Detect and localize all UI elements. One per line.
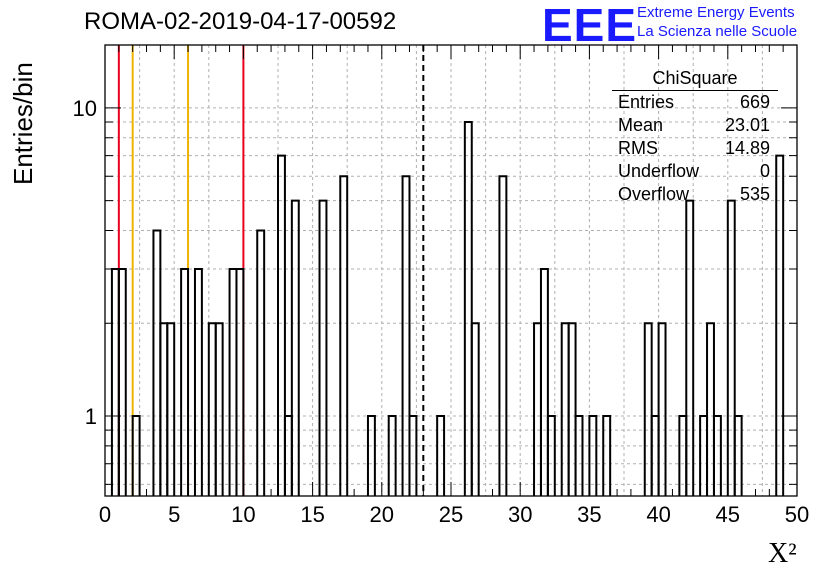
histogram-bin (726, 199, 736, 496)
histogram-bin (546, 415, 556, 496)
stats-row-mean: Mean 23.01 (612, 114, 778, 137)
histogram-bin (560, 322, 570, 496)
logo-line-2: La Scienza nelle Scuole (637, 23, 798, 40)
histogram-bin (228, 267, 238, 496)
histogram-bin (588, 415, 598, 496)
stats-value: 0 (759, 161, 770, 181)
stats-value: 535 (739, 184, 770, 204)
stats-box: ChiSquare Entries 669 Mean 23.01 RMS 14.89 Und… (612, 68, 778, 206)
stats-row-overflow: Overflow 535 (612, 183, 778, 206)
x-tick-label: 10 (231, 502, 255, 527)
histogram-bin (159, 322, 169, 496)
histogram-bin (110, 267, 120, 496)
logo-line-1: Extreme Energy Events (637, 4, 795, 21)
histogram-bin (290, 199, 300, 496)
stats-title: ChiSquare (612, 68, 778, 91)
histogram-bin (387, 415, 397, 496)
stats-label: Mean (618, 115, 664, 135)
stats-rows: Entries 669 Mean 23.01 RMS 14.89 Underflow 0 Ove… (612, 91, 778, 206)
stats-value: 23.01 (724, 115, 770, 135)
histogram-bin (401, 175, 411, 496)
histogram-bin (706, 322, 715, 496)
stats-label: RMS (618, 138, 658, 158)
x-tick-label: 35 (577, 502, 601, 527)
x-tick-label: 40 (646, 502, 670, 527)
histogram-bin (733, 415, 743, 496)
histogram-bin (366, 415, 376, 496)
histogram-bin (463, 120, 473, 496)
histogram-bin (567, 322, 577, 496)
histogram-bin (235, 267, 245, 496)
histogram-bin (436, 415, 446, 496)
x-tick-label: 45 (716, 502, 740, 527)
stats-row-underflow: Underflow 0 (612, 160, 778, 183)
stats-label: Entries (618, 92, 675, 112)
histogram-bin (339, 175, 349, 496)
x-axis-label: X² (768, 538, 797, 569)
histogram-bin (657, 322, 667, 496)
stats-value: 669 (739, 92, 770, 112)
histogram-bin (214, 322, 224, 496)
histogram-bin (408, 415, 418, 496)
x-tick-label: 0 (99, 502, 111, 527)
x-tick-label: 20 (370, 502, 394, 527)
stats-label: Overflow (618, 184, 690, 204)
histogram-bin (207, 322, 217, 496)
y-tick-label: 10 (73, 96, 97, 121)
histogram-bin (775, 154, 785, 496)
histogram-bin (574, 415, 584, 496)
stats-row-rms: RMS 14.89 (612, 137, 778, 160)
x-tick-label: 25 (439, 502, 463, 527)
histogram-bin (256, 229, 266, 496)
histogram-bin (470, 322, 480, 496)
histogram-bin (180, 267, 190, 496)
histogram-bin (193, 267, 203, 496)
histogram-bin (117, 267, 127, 496)
x-tick-label: 30 (508, 502, 532, 527)
histogram-bin (539, 267, 549, 496)
histogram-bin (277, 154, 286, 496)
histogram-bin (643, 322, 653, 496)
stats-value: 14.89 (724, 138, 770, 158)
chart-title: ROMA-02-2019-04-17-00592 (84, 8, 397, 35)
histogram-bin (152, 229, 162, 496)
eee-logo: EEE (542, 0, 638, 51)
histogram-bin (318, 199, 328, 496)
y-tick-label: 1 (85, 404, 97, 429)
x-tick-label: 50 (785, 502, 809, 527)
stats-label: Underflow (618, 161, 700, 181)
histogram-bin (602, 415, 612, 496)
stats-row-entries: Entries 669 (612, 91, 778, 114)
histogram-bin (685, 199, 695, 496)
histogram-bin (712, 415, 722, 496)
histogram-bin (498, 175, 508, 496)
histogram-bin (166, 322, 176, 496)
histogram-bin (131, 415, 141, 496)
x-tick-label: 5 (168, 502, 180, 527)
histogram-bin (533, 322, 542, 496)
x-tick-label: 15 (300, 502, 324, 527)
